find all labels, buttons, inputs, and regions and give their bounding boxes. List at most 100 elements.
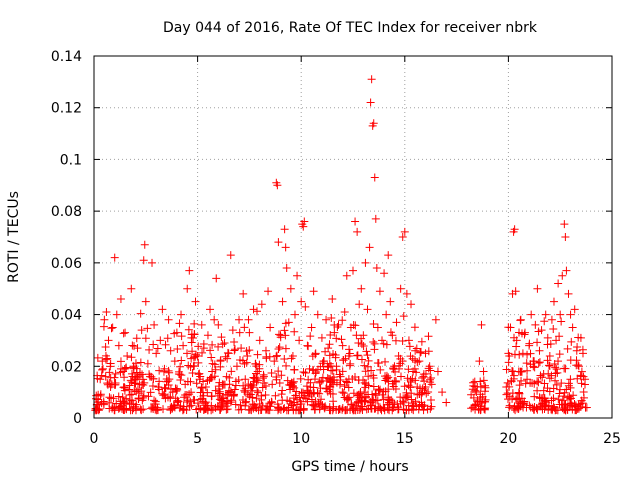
data-point <box>274 238 283 247</box>
data-point <box>139 393 148 402</box>
data-point <box>239 289 248 298</box>
data-point <box>369 338 378 347</box>
data-point <box>226 251 235 260</box>
data-point <box>361 392 370 401</box>
data-point <box>544 401 553 410</box>
data-point <box>361 397 370 406</box>
data-point <box>535 358 544 367</box>
data-point <box>98 364 107 373</box>
data-point <box>530 379 539 388</box>
data-point <box>275 379 284 388</box>
data-point <box>282 361 291 370</box>
data-point <box>251 359 260 368</box>
data-point <box>183 284 192 293</box>
data-point <box>159 405 168 414</box>
data-point <box>533 338 542 347</box>
data-point <box>391 376 400 385</box>
data-point <box>381 387 390 396</box>
data-point <box>413 358 422 367</box>
data-point <box>170 357 179 366</box>
data-point <box>211 365 220 374</box>
data-point <box>357 355 366 364</box>
data-point <box>523 366 532 375</box>
data-point <box>148 258 157 267</box>
data-point <box>128 341 137 350</box>
data-point <box>93 405 102 414</box>
data-point <box>366 401 375 410</box>
data-point <box>321 347 330 356</box>
data-point <box>272 352 281 361</box>
data-point <box>297 297 306 306</box>
data-point <box>208 373 217 382</box>
data-point <box>190 361 199 370</box>
data-point <box>354 339 363 348</box>
data-point <box>566 375 575 384</box>
data-point <box>417 337 426 346</box>
data-point <box>249 404 258 413</box>
data-point <box>517 329 526 338</box>
data-point <box>207 353 216 362</box>
data-point <box>127 284 136 293</box>
data-point <box>481 404 490 413</box>
data-point <box>367 401 376 410</box>
data-point <box>387 396 396 405</box>
data-point <box>272 375 281 384</box>
data-point <box>143 359 152 368</box>
data-point <box>301 302 310 311</box>
data-point <box>351 217 360 226</box>
data-point <box>166 346 175 355</box>
data-point <box>400 227 409 236</box>
data-point <box>266 323 275 332</box>
data-point <box>346 359 355 368</box>
data-point <box>522 359 531 368</box>
data-point <box>257 300 266 309</box>
data-point <box>566 383 575 392</box>
data-point <box>164 376 173 385</box>
data-point <box>229 391 238 400</box>
data-point <box>112 310 121 319</box>
data-point <box>533 284 542 293</box>
data-point <box>299 367 308 376</box>
data-point <box>131 379 140 388</box>
data-point <box>373 396 382 405</box>
data-point <box>365 243 374 252</box>
data-point <box>308 352 317 361</box>
data-point <box>569 391 578 400</box>
data-point <box>540 379 549 388</box>
data-point <box>98 357 107 366</box>
data-point <box>510 225 519 234</box>
data-point <box>114 392 123 401</box>
data-point <box>136 358 145 367</box>
data-point <box>514 403 523 412</box>
data-point <box>329 373 338 382</box>
data-point <box>404 406 413 415</box>
data-point <box>508 389 517 398</box>
data-point <box>540 317 549 326</box>
data-point <box>258 383 267 392</box>
data-point <box>161 384 170 393</box>
x-tick-label: 25 <box>603 431 621 447</box>
data-point <box>402 391 411 400</box>
data-point <box>438 388 447 397</box>
data-point <box>424 387 433 396</box>
data-point <box>505 382 514 391</box>
data-point <box>106 373 115 382</box>
data-point <box>352 331 361 340</box>
data-point <box>425 362 434 371</box>
data-point <box>545 361 554 370</box>
data-point <box>361 367 370 376</box>
data-point <box>197 320 206 329</box>
data-point <box>139 391 148 400</box>
data-point <box>357 402 366 411</box>
data-point <box>259 370 268 379</box>
data-point <box>230 337 239 346</box>
data-point <box>170 329 179 338</box>
data-point <box>415 357 424 366</box>
data-point <box>127 369 136 378</box>
data-point <box>245 405 254 414</box>
data-point <box>481 383 490 392</box>
data-point <box>262 354 271 363</box>
data-point <box>534 327 543 336</box>
data-point <box>516 316 525 325</box>
data-point <box>556 310 565 319</box>
